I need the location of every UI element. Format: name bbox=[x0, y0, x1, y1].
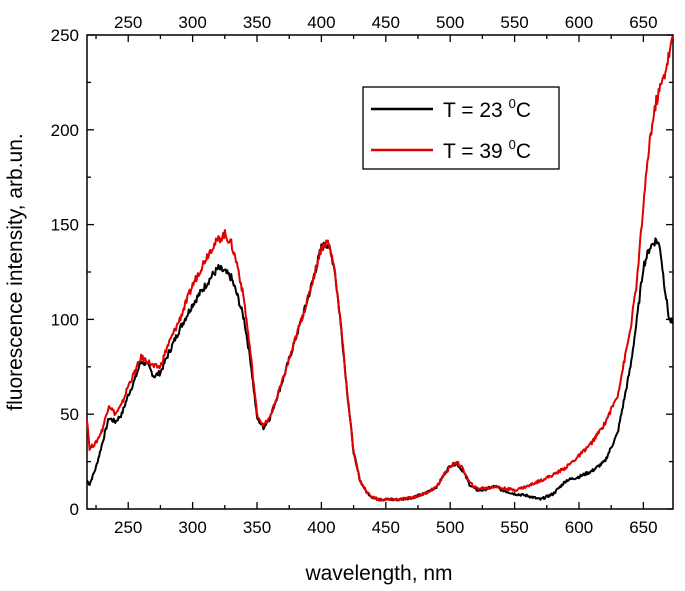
x-tick-label: 400 bbox=[307, 518, 335, 537]
y-tick-label: 250 bbox=[51, 26, 79, 45]
y-tick-label: 0 bbox=[70, 500, 79, 519]
top-x-tick-label: 400 bbox=[307, 13, 335, 32]
legend-label-main: T = 39 bbox=[443, 140, 509, 163]
top-x-tick-label: 650 bbox=[629, 13, 657, 32]
x-axis-label: wavelength, nm bbox=[304, 562, 452, 585]
y-tick-label: 100 bbox=[51, 310, 79, 329]
x-tick-label: 250 bbox=[114, 518, 142, 537]
legend-label-superscript: 0 bbox=[509, 96, 516, 111]
y-tick-label: 50 bbox=[60, 405, 79, 424]
series-line-2 bbox=[86, 36, 674, 502]
x-tick-label: 350 bbox=[243, 518, 271, 537]
legend-label: T = 39 0C bbox=[443, 137, 531, 163]
top-x-tick-label: 450 bbox=[372, 13, 400, 32]
top-x-tick-label: 550 bbox=[500, 13, 528, 32]
legend-box bbox=[362, 86, 560, 170]
legend-label: T = 23 0C bbox=[443, 96, 531, 122]
x-tick-label: 500 bbox=[436, 518, 464, 537]
legend-label-unit: C bbox=[516, 99, 531, 122]
y-tick-label: 150 bbox=[51, 216, 79, 235]
legend: T = 23 0CT = 39 0C bbox=[362, 86, 560, 170]
top-x-tick-label: 250 bbox=[114, 13, 142, 32]
top-x-tick-label: 300 bbox=[178, 13, 206, 32]
x-tick-label: 450 bbox=[372, 518, 400, 537]
legend-label-unit: C bbox=[516, 140, 531, 163]
x-tick-label: 600 bbox=[565, 518, 593, 537]
legend-label-superscript: 0 bbox=[509, 137, 516, 152]
series-line-1 bbox=[86, 237, 674, 502]
x-tick-label: 550 bbox=[500, 518, 528, 537]
top-x-tick-label: 350 bbox=[243, 13, 271, 32]
y-axis-label: fluorescence intensity, arb.un. bbox=[4, 133, 27, 410]
x-tick-label: 650 bbox=[629, 518, 657, 537]
top-x-tick-label: 600 bbox=[565, 13, 593, 32]
series-group bbox=[86, 36, 674, 502]
legend-label-main: T = 23 bbox=[443, 99, 509, 122]
x-tick-label: 300 bbox=[178, 518, 206, 537]
top-x-tick-label: 500 bbox=[436, 13, 464, 32]
y-tick-label: 200 bbox=[51, 121, 79, 140]
